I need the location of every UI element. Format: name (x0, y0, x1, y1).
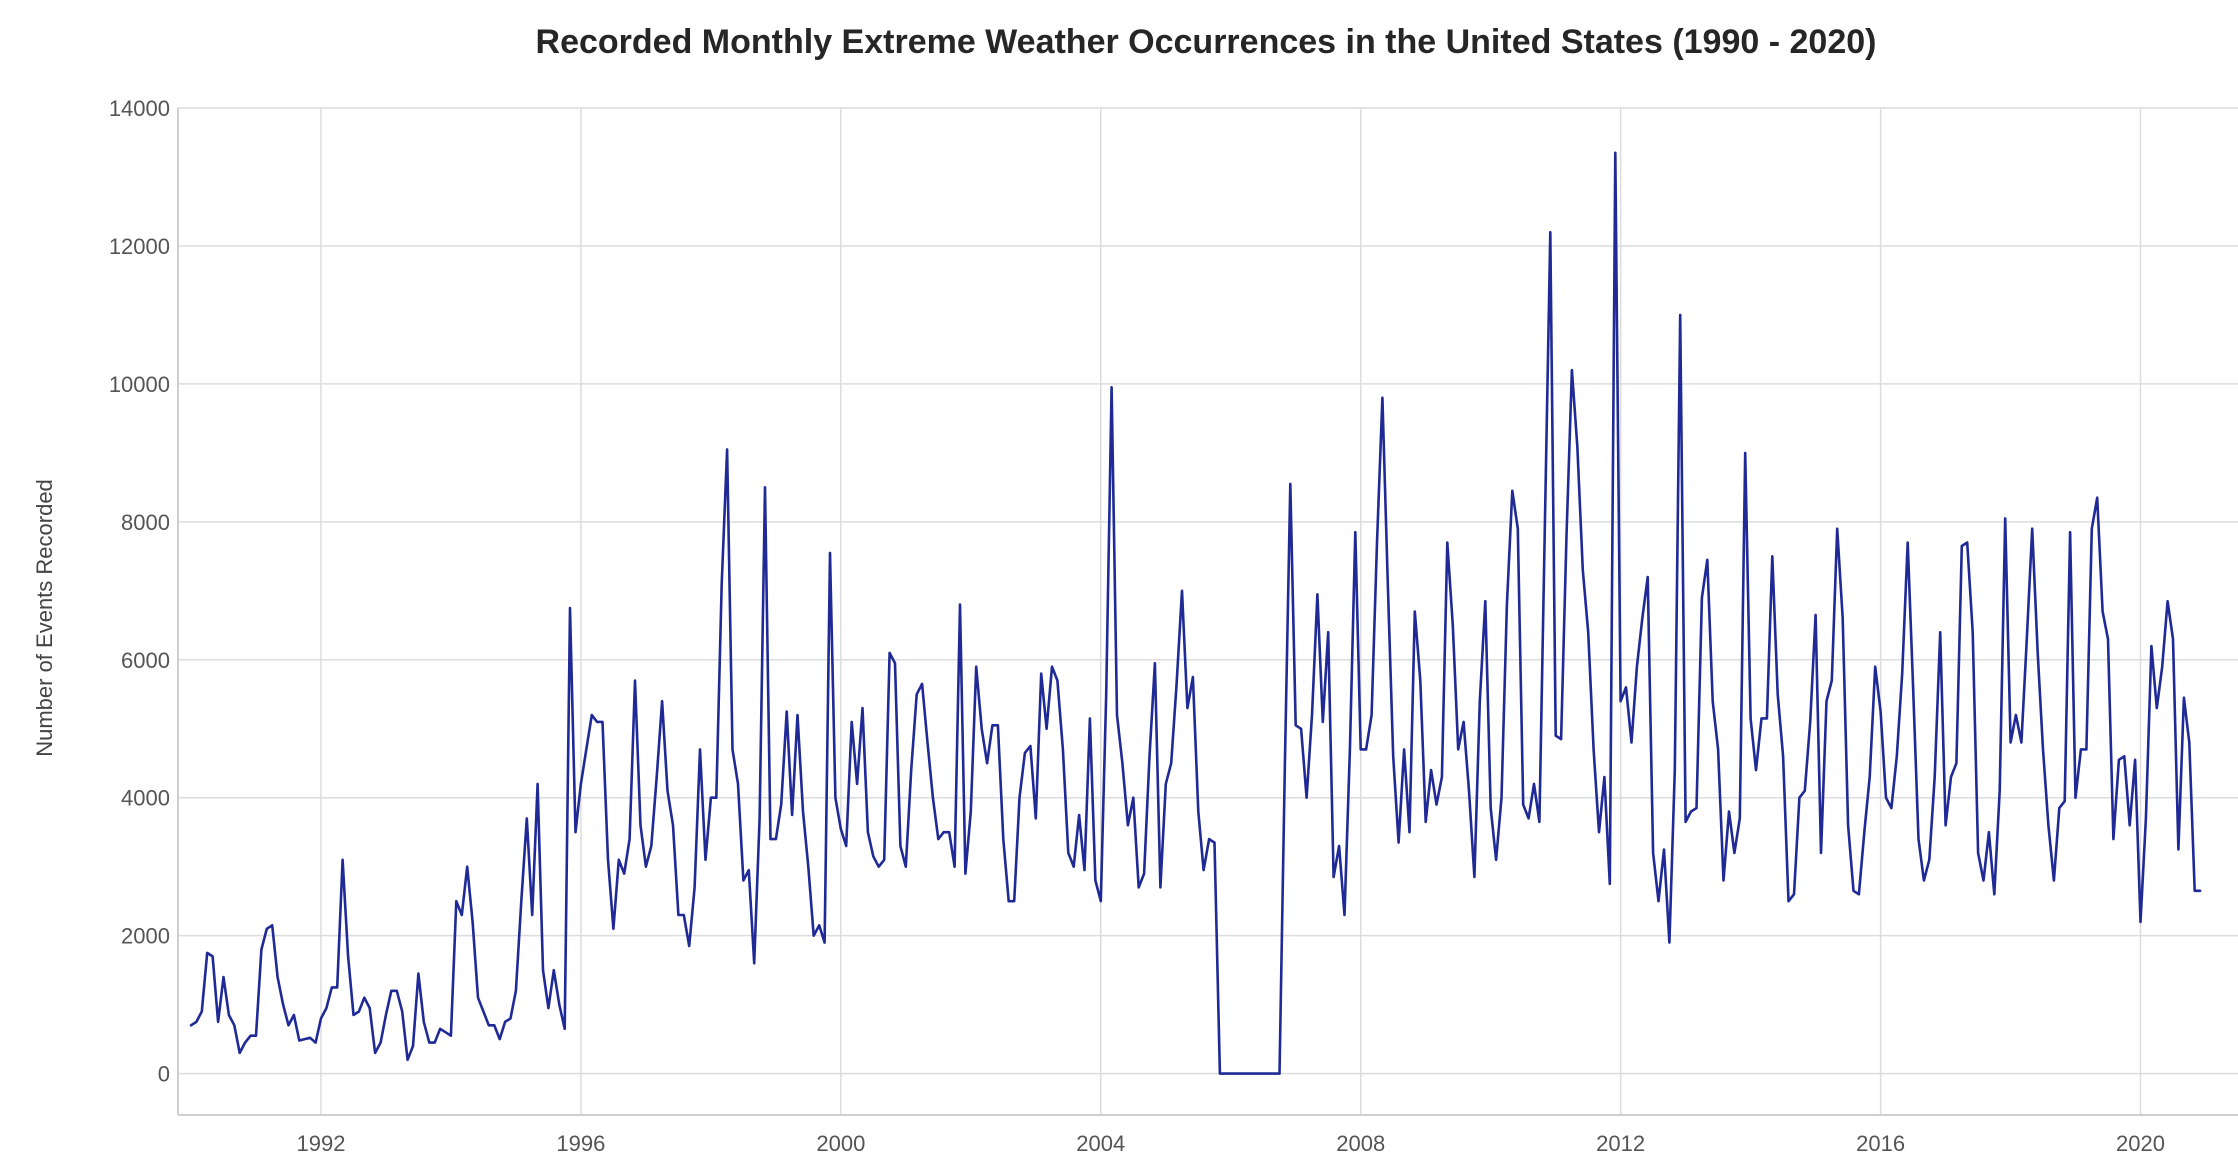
y-tick-label: 0 (158, 1062, 170, 1087)
y-tick-label: 10000 (109, 372, 170, 397)
x-tick-labels: 1992 1996 2000 2004 2008 2012 2016 2020 (296, 1131, 2165, 1156)
x-tick-label: 1992 (296, 1131, 345, 1156)
y-tick-label: 8000 (121, 510, 170, 535)
x-tick-label: 2008 (1336, 1131, 1385, 1156)
x-tick-label: 2020 (2116, 1131, 2165, 1156)
axis-spines (177, 108, 2238, 1116)
y-gridlines (178, 107, 2238, 1075)
y-axis-label: Number of Events Recorded (32, 479, 57, 757)
x-tick-label: 2004 (1076, 1131, 1125, 1156)
x-tick-label: 1996 (556, 1131, 605, 1156)
y-tick-label: 12000 (109, 234, 170, 259)
x-tick-label: 2016 (1856, 1131, 1905, 1156)
y-tick-label: 14000 (109, 96, 170, 121)
y-tick-label: 2000 (121, 924, 170, 949)
x-gridlines (320, 108, 2142, 1115)
y-tick-labels: 0 2000 4000 6000 8000 10000 12000 14000 (109, 96, 170, 1087)
chart-title: Recorded Monthly Extreme Weather Occurre… (536, 23, 1877, 61)
x-tick-label: 2000 (816, 1131, 865, 1156)
y-tick-label: 6000 (121, 648, 170, 673)
y-tick-label: 4000 (121, 786, 170, 811)
x-tick-label: 2012 (1596, 1131, 1645, 1156)
series-group (189, 151, 2202, 1075)
series-line (189, 151, 2202, 1075)
